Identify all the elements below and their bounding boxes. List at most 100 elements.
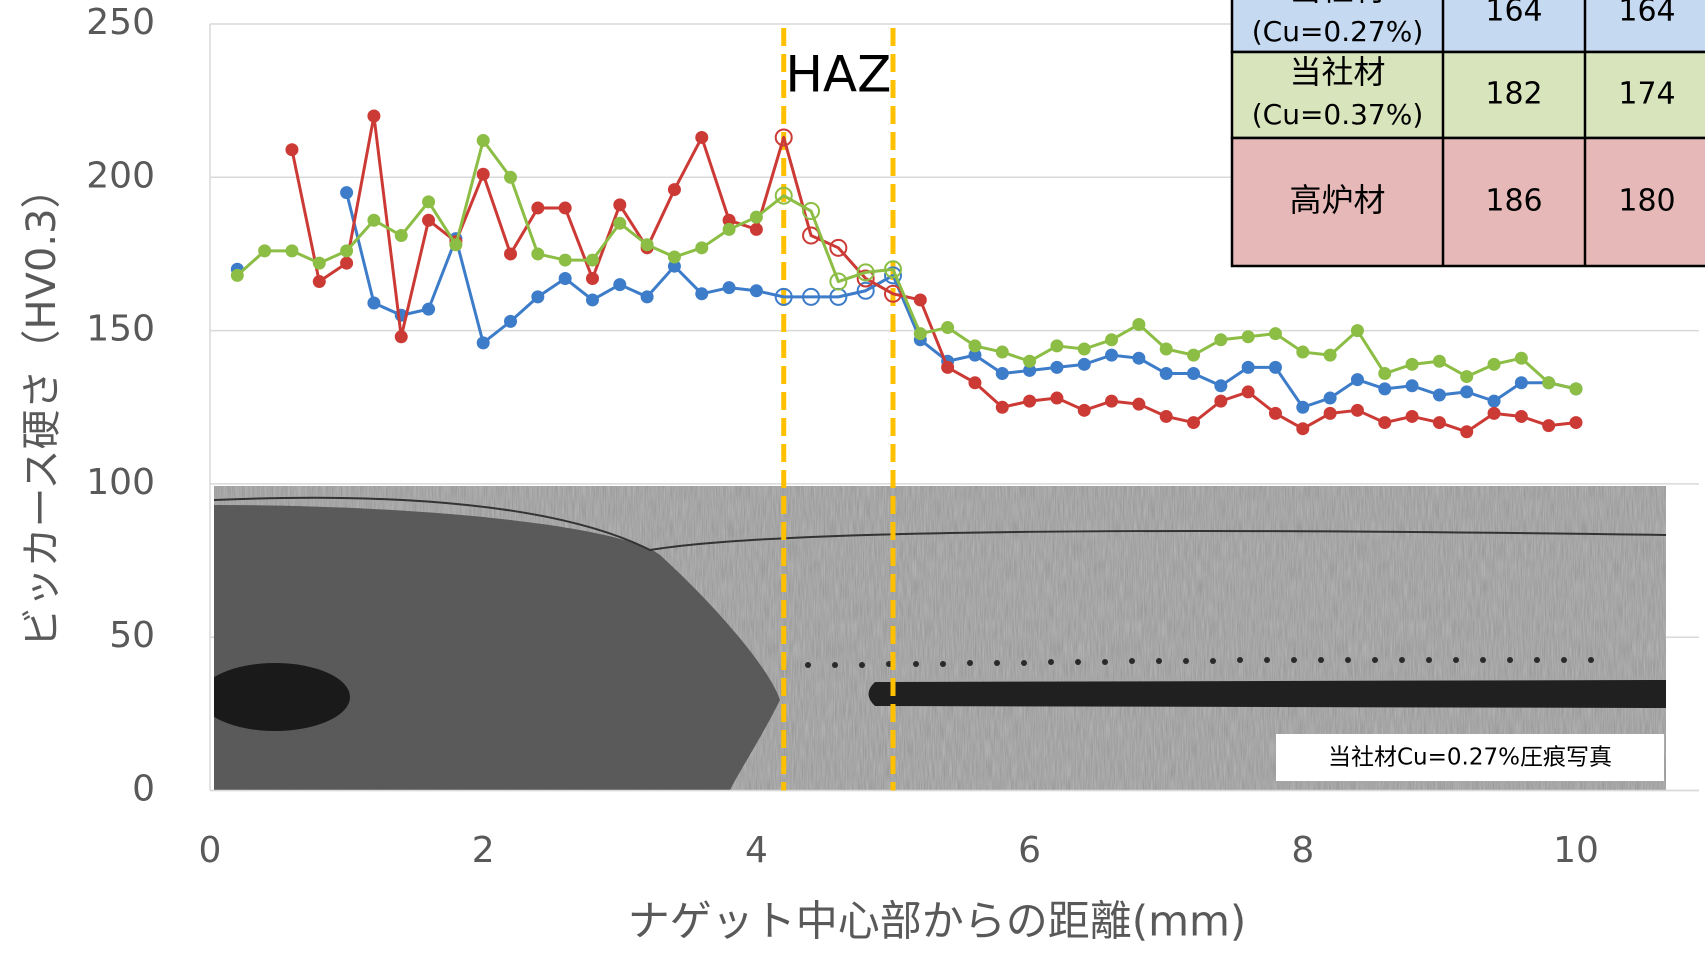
data-point: [614, 218, 625, 229]
data-point: [1434, 417, 1445, 428]
data-point: [1325, 408, 1336, 419]
data-point: [423, 196, 434, 207]
data-point: [1461, 371, 1472, 382]
data-point: [1325, 350, 1336, 361]
table-cell: 164: [1618, 0, 1675, 29]
data-point: [1571, 383, 1582, 394]
x-tick-label: 10: [1553, 830, 1599, 871]
data-point: [1434, 389, 1445, 400]
data-point: [942, 362, 953, 373]
data-point: [1106, 334, 1117, 345]
data-point: [341, 258, 352, 269]
data-point: [1215, 334, 1226, 345]
data-point: [423, 215, 434, 226]
data-point: [1379, 368, 1390, 379]
data-point: [587, 294, 598, 305]
data-point: [423, 304, 434, 315]
data-point: [969, 340, 980, 351]
data-point: [614, 279, 625, 290]
data-point: [532, 202, 543, 213]
table-row-label: (Cu=0.37%): [1252, 98, 1424, 131]
data-point: [232, 270, 243, 281]
data-point: [696, 132, 707, 143]
data-point: [1297, 347, 1308, 358]
data-point: [532, 248, 543, 259]
photo-caption: 当社材Cu=0.27%圧痕写真: [1328, 745, 1612, 771]
data-point: [1079, 359, 1090, 370]
data-point: [1352, 405, 1363, 416]
x-tick-label: 8: [1291, 830, 1314, 871]
data-point: [642, 239, 653, 250]
data-point: [1461, 426, 1472, 437]
data-point: [1133, 399, 1144, 410]
data-point: [1352, 325, 1363, 336]
data-point: [314, 258, 325, 269]
data-point: [1188, 417, 1199, 428]
data-point: [724, 282, 735, 293]
data-point: [560, 273, 571, 284]
data-point: [997, 402, 1008, 413]
y-tick-label: 150: [86, 309, 155, 350]
data-point: [724, 224, 735, 235]
data-point: [1516, 377, 1527, 388]
data-point: [1297, 402, 1308, 413]
table-row-label: (Cu=0.27%): [1252, 15, 1424, 48]
data-point: [1571, 417, 1582, 428]
data-point: [259, 245, 270, 256]
table-cell: 182: [1485, 77, 1542, 112]
data-point: [1543, 377, 1554, 388]
data-point: [587, 255, 598, 266]
data-point: [286, 245, 297, 256]
data-point: [1352, 374, 1363, 385]
data-point: [368, 110, 379, 121]
data-point: [368, 298, 379, 309]
data-point: [969, 377, 980, 388]
data-point: [587, 273, 598, 284]
data-point: [642, 291, 653, 302]
data-point: [1489, 396, 1500, 407]
data-point: [915, 328, 926, 339]
x-tick-label: 0: [199, 830, 222, 871]
data-point: [478, 169, 489, 180]
data-point: [286, 144, 297, 155]
data-point: [314, 276, 325, 287]
data-point: [1270, 362, 1281, 373]
y-tick-label: 100: [86, 462, 155, 503]
data-point: [505, 248, 516, 259]
table-row-label: 当社材: [1289, 0, 1385, 8]
data-point: [997, 347, 1008, 358]
data-point: [1024, 396, 1035, 407]
data-point: [1188, 368, 1199, 379]
y-tick-label: 50: [109, 615, 155, 656]
data-point: [1133, 319, 1144, 330]
y-tick-label: 250: [86, 2, 155, 43]
data-point: [478, 337, 489, 348]
data-point: [1407, 359, 1418, 370]
data-point: [1243, 362, 1254, 373]
data-point: [997, 368, 1008, 379]
data-point: [1161, 368, 1172, 379]
data-point: [1297, 423, 1308, 434]
data-point: [614, 199, 625, 210]
data-point: [560, 202, 571, 213]
data-point: [915, 294, 926, 305]
x-tick-label: 4: [745, 830, 768, 871]
data-point: [1379, 383, 1390, 394]
data-point: [1106, 350, 1117, 361]
y-tick-label: 200: [86, 155, 155, 196]
micrograph-photo: 当社材Cu=0.27%圧痕写真: [200, 486, 1666, 790]
data-point: [1434, 356, 1445, 367]
data-point: [396, 230, 407, 241]
data-point: [1543, 420, 1554, 431]
data-point: [1161, 343, 1172, 354]
data-point: [669, 252, 680, 263]
data-point: [1489, 359, 1500, 370]
table-cell: 164: [1485, 0, 1542, 29]
data-point: [1516, 353, 1527, 364]
x-tick-label: 2: [472, 830, 495, 871]
data-point: [1407, 380, 1418, 391]
data-point: [1243, 331, 1254, 342]
table-row-label: 当社材: [1289, 53, 1385, 91]
data-point: [1188, 350, 1199, 361]
data-point: [696, 288, 707, 299]
